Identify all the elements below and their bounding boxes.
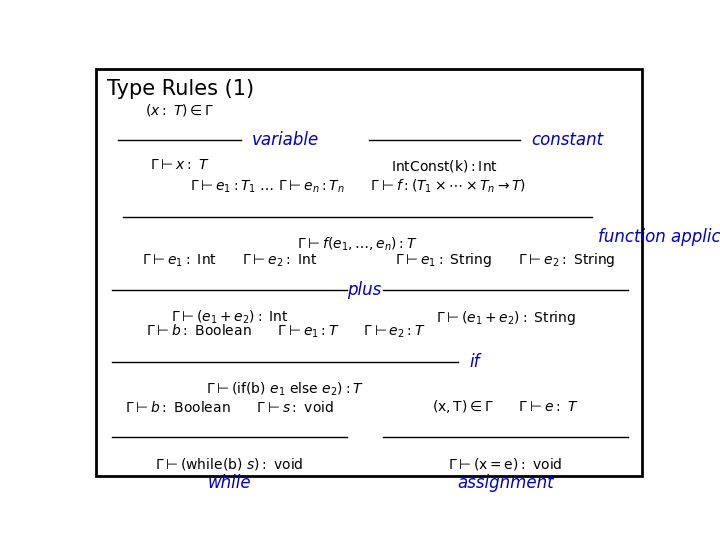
Text: assignment: assignment (457, 474, 554, 492)
FancyBboxPatch shape (96, 69, 642, 476)
Text: ${\rm IntConst(k): Int}$: ${\rm IntConst(k): Int}$ (391, 158, 498, 174)
Text: $\Gamma \vdash e_1{\rm :}\ {\rm String} \quad\quad \Gamma \vdash e_2{\rm :}\ {\r: $\Gamma \vdash e_1{\rm :}\ {\rm String} … (395, 251, 616, 268)
Text: $\Gamma \vdash x{\rm :}\ T$: $\Gamma \vdash x{\rm :}\ T$ (150, 158, 209, 172)
Text: if: if (469, 353, 480, 371)
Text: $\Gamma \vdash (e_1 + e_2){\rm :}\ {\rm String}$: $\Gamma \vdash (e_1 + e_2){\rm :}\ {\rm … (436, 309, 576, 327)
Text: $\Gamma \vdash e_1{\rm :}\ {\rm Int} \quad\quad \Gamma \vdash e_2{\rm :}\ {\rm I: $\Gamma \vdash e_1{\rm :}\ {\rm Int} \qu… (142, 252, 317, 268)
Text: $\Gamma \vdash b{\rm :}\ {\rm Boolean} \quad\quad \Gamma \vdash s{\rm :}\ {\rm v: $\Gamma \vdash b{\rm :}\ {\rm Boolean} \… (125, 400, 334, 415)
Text: $\Gamma \vdash b{\rm :}\ {\rm Boolean} \quad\quad \Gamma \vdash e_1 : T \quad\qu: $\Gamma \vdash b{\rm :}\ {\rm Boolean} \… (145, 323, 425, 341)
Text: $\Gamma \vdash ({\rm x{=}e}){\rm :}\ {\rm void}$: $\Gamma \vdash ({\rm x{=}e}){\rm :}\ {\r… (449, 456, 563, 471)
Text: $\Gamma \vdash ({\rm if(b)}\ e_1\ {\rm else}\ e_2) : T$: $\Gamma \vdash ({\rm if(b)}\ e_1\ {\rm e… (207, 381, 364, 398)
Text: plus: plus (348, 281, 382, 299)
Text: while: while (207, 474, 251, 492)
Text: $\Gamma \vdash f(e_1,\ldots,e_n) : T$: $\Gamma \vdash f(e_1,\ldots,e_n) : T$ (297, 235, 418, 253)
Text: Type Rules (1): Type Rules (1) (107, 79, 254, 99)
Text: $\Gamma \vdash ({\rm while(b)}\ s){\rm :}\ {\rm void}$: $\Gamma \vdash ({\rm while(b)}\ s){\rm :… (156, 456, 304, 471)
Text: $({\rm x, T}) \in \Gamma \quad\quad \Gamma \vdash e{\rm :}\ T$: $({\rm x, T}) \in \Gamma \quad\quad \Gam… (433, 399, 579, 415)
Text: variable: variable (252, 131, 319, 149)
Text: $(x{\rm :}\ T) \in \Gamma$: $(x{\rm :}\ T) \in \Gamma$ (145, 102, 214, 118)
Text: $\Gamma \vdash e_1 : T_1 \ \ldots\ \Gamma \vdash e_n : T_n \qquad \Gamma \vdash : $\Gamma \vdash e_1 : T_1 \ \ldots\ \Gamm… (190, 178, 526, 195)
Text: function application: function application (598, 228, 720, 246)
Text: $\Gamma \vdash (e_1 + e_2){\rm :}\ {\rm Int}$: $\Gamma \vdash (e_1 + e_2){\rm :}\ {\rm … (171, 309, 289, 326)
Text: constant: constant (531, 131, 603, 149)
